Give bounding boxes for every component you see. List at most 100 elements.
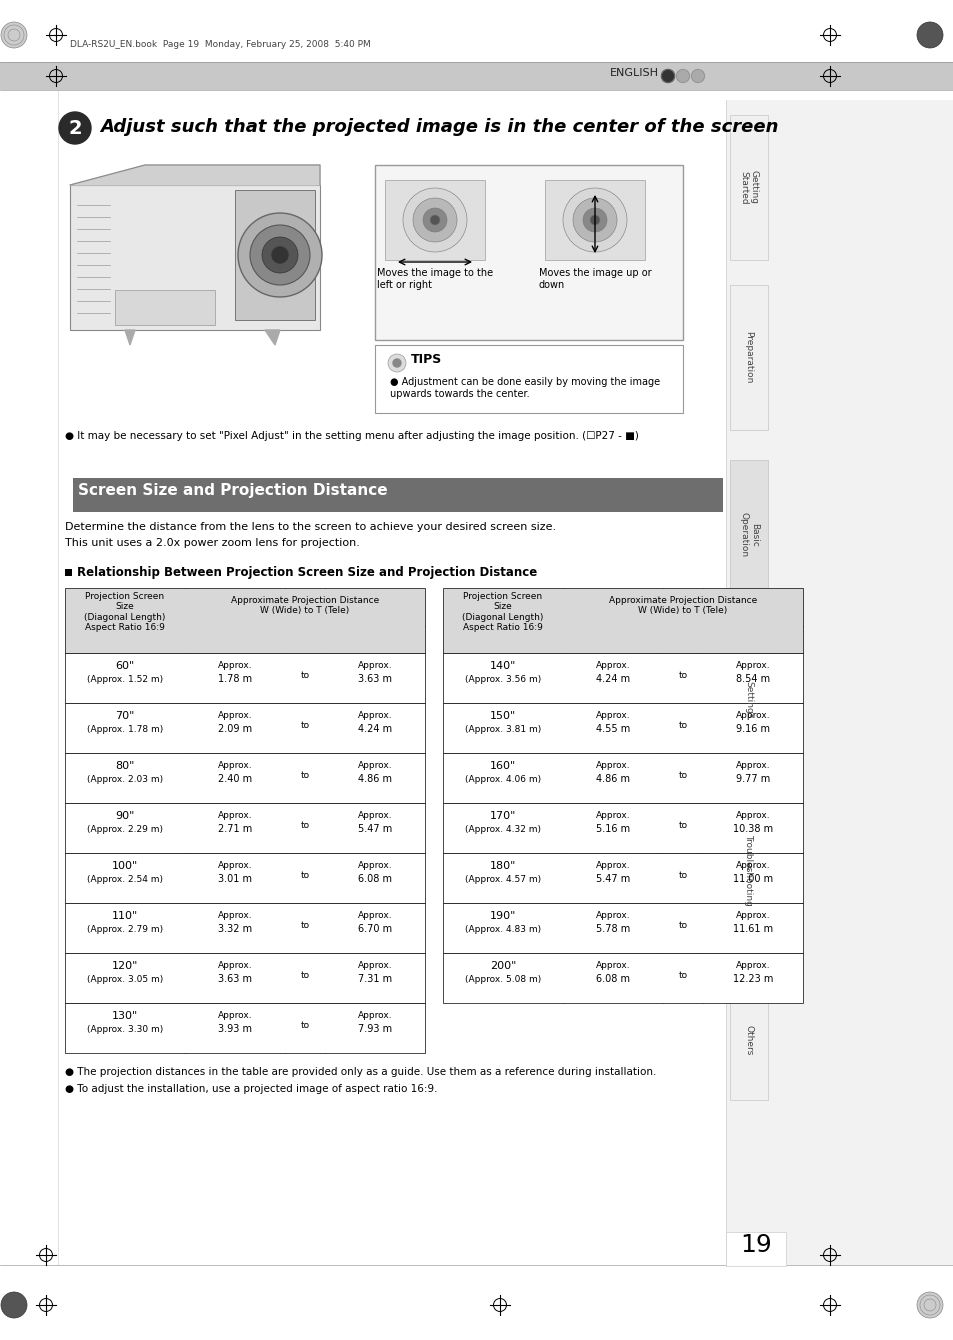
Text: 5.47 m: 5.47 m: [357, 824, 392, 833]
Text: 3.32 m: 3.32 m: [217, 925, 252, 934]
Text: ● The projection distances in the table are provided only as a guide. Use them a: ● The projection distances in the table …: [65, 1067, 656, 1077]
Text: 2.40 m: 2.40 m: [217, 775, 252, 784]
Text: Moves the image up or
down: Moves the image up or down: [538, 268, 651, 289]
Text: (Approx. 1.52 m): (Approx. 1.52 m): [87, 675, 163, 683]
Text: Determine the distance from the lens to the screen to achieve your desired scree: Determine the distance from the lens to …: [65, 523, 556, 532]
Text: 19: 19: [740, 1233, 771, 1257]
Text: Approx.: Approx.: [357, 911, 392, 921]
Text: (Approx. 4.32 m): (Approx. 4.32 m): [464, 825, 540, 833]
Text: 4.55 m: 4.55 m: [596, 724, 630, 734]
Text: Approx.: Approx.: [217, 862, 252, 870]
Text: ● Adjustment can be done easily by moving the image
upwards towards the center.: ● Adjustment can be done easily by movin…: [390, 377, 659, 398]
Text: 4.24 m: 4.24 m: [357, 724, 392, 734]
Text: (Approx. 3.30 m): (Approx. 3.30 m): [87, 1025, 163, 1034]
Text: TIPS: TIPS: [411, 352, 442, 366]
Polygon shape: [70, 165, 319, 185]
Circle shape: [393, 359, 400, 367]
Text: This unit uses a 2.0x power zoom lens for projection.: This unit uses a 2.0x power zoom lens fo…: [65, 537, 359, 548]
Circle shape: [388, 354, 406, 373]
Text: 180": 180": [489, 862, 516, 871]
Text: Approx.: Approx.: [217, 961, 252, 970]
Bar: [65, 653, 424, 704]
Circle shape: [413, 198, 456, 243]
Bar: [729, 285, 767, 430]
Text: 3.63 m: 3.63 m: [218, 974, 252, 984]
Text: Approx.: Approx.: [217, 661, 252, 670]
Text: ENGLISH: ENGLISH: [609, 68, 659, 78]
Text: Approx.: Approx.: [217, 911, 252, 921]
Bar: [442, 903, 802, 953]
Text: 7.93 m: 7.93 m: [357, 1024, 392, 1034]
Circle shape: [272, 247, 288, 263]
Text: (Approx. 1.78 m): (Approx. 1.78 m): [87, 725, 163, 734]
Text: Getting
Started: Getting Started: [739, 170, 758, 205]
Bar: [725, 1231, 785, 1266]
Text: to: to: [678, 871, 687, 880]
Text: Settings: Settings: [743, 681, 753, 718]
Bar: [544, 180, 644, 260]
Bar: [65, 478, 73, 512]
Bar: [234, 190, 314, 320]
Text: Approximate Projection Distance
W (Wide) to T (Tele): Approximate Projection Distance W (Wide)…: [608, 596, 757, 615]
Text: Approx.: Approx.: [595, 761, 630, 770]
Text: 8.54 m: 8.54 m: [735, 674, 769, 683]
Circle shape: [691, 70, 703, 83]
Circle shape: [562, 188, 626, 252]
Bar: [729, 980, 767, 1100]
Bar: [65, 478, 722, 512]
Bar: [725, 100, 953, 1265]
Text: 11.61 m: 11.61 m: [732, 925, 772, 934]
Bar: [65, 953, 424, 1004]
Text: 6.08 m: 6.08 m: [596, 974, 629, 984]
Text: Adjust such that the projected image is in the center of the screen: Adjust such that the projected image is …: [100, 118, 778, 135]
Text: Approx.: Approx.: [357, 862, 392, 870]
Bar: [375, 165, 682, 340]
Text: Relationship Between Projection Screen Size and Projection Distance: Relationship Between Projection Screen S…: [77, 565, 537, 579]
Text: 5.47 m: 5.47 m: [596, 874, 630, 884]
Circle shape: [660, 70, 674, 83]
Bar: [65, 1004, 424, 1053]
Text: Approx.: Approx.: [735, 862, 769, 870]
Bar: [73, 482, 722, 508]
Text: (Approx. 4.83 m): (Approx. 4.83 m): [464, 925, 540, 934]
Bar: [729, 641, 767, 760]
Circle shape: [1, 21, 27, 48]
Text: 1.78 m: 1.78 m: [217, 674, 252, 683]
Bar: [729, 115, 767, 260]
Text: to: to: [678, 921, 687, 930]
Text: to: to: [300, 671, 309, 679]
Text: 200": 200": [489, 961, 516, 972]
Text: Approx.: Approx.: [357, 712, 392, 720]
Circle shape: [676, 70, 689, 83]
Circle shape: [589, 214, 599, 225]
Text: (Approx. 5.08 m): (Approx. 5.08 m): [464, 976, 540, 984]
Text: 80": 80": [115, 761, 134, 770]
Text: to: to: [300, 1021, 309, 1030]
Text: Approx.: Approx.: [735, 761, 769, 770]
Bar: [65, 803, 424, 854]
Bar: [0, 62, 953, 90]
Text: Projection Screen
Size
(Diagonal Length)
Aspect Ratio 16:9: Projection Screen Size (Diagonal Length)…: [84, 592, 166, 632]
Text: Approx.: Approx.: [595, 661, 630, 670]
Text: 7.31 m: 7.31 m: [357, 974, 392, 984]
Bar: [385, 180, 484, 260]
Circle shape: [402, 188, 467, 252]
Circle shape: [250, 225, 310, 285]
Text: 4.24 m: 4.24 m: [596, 674, 629, 683]
Circle shape: [1, 1292, 27, 1319]
Bar: [442, 588, 802, 653]
Text: Approx.: Approx.: [217, 811, 252, 820]
Text: 12.23 m: 12.23 m: [732, 974, 772, 984]
Bar: [65, 478, 70, 512]
Text: ● To adjust the installation, use a projected image of aspect ratio 16:9.: ● To adjust the installation, use a proj…: [65, 1084, 437, 1093]
Text: Moves the image to the
left or right: Moves the image to the left or right: [376, 268, 493, 289]
Bar: [65, 854, 424, 903]
Bar: [65, 570, 71, 576]
Circle shape: [582, 208, 606, 232]
Text: 190": 190": [489, 911, 516, 921]
Text: Troubleshooting: Troubleshooting: [743, 833, 753, 906]
Text: 6.08 m: 6.08 m: [357, 874, 392, 884]
Bar: [442, 953, 802, 1004]
Text: to: to: [678, 821, 687, 829]
Circle shape: [916, 1292, 942, 1319]
